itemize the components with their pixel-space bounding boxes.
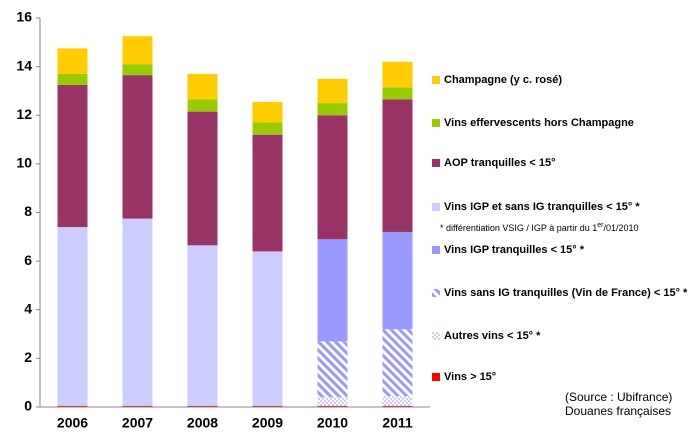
bar-segment <box>317 103 348 116</box>
legend-swatch <box>432 159 440 167</box>
bar-segment <box>317 78 348 104</box>
bar-segment <box>122 405 153 407</box>
y-tick-label: 2 <box>24 349 32 365</box>
y-tick-label: 8 <box>24 203 32 219</box>
bar-segment <box>252 122 283 135</box>
y-tick-label: 14 <box>16 57 32 73</box>
bar-segment <box>252 405 283 407</box>
source: (Source : Ubifrance) <box>565 390 672 404</box>
bar-segment <box>252 101 283 123</box>
x-tick-label: 2007 <box>122 415 153 431</box>
x-tick-label: 2011 <box>382 415 413 431</box>
x-tick-label: 2006 <box>57 415 88 431</box>
legend-label: Champagne (y c. rosé) <box>444 74 562 86</box>
bar-segment <box>57 405 88 407</box>
legend-swatch <box>432 119 440 127</box>
y-tick-label: 0 <box>24 398 32 414</box>
bar-segment <box>57 227 88 406</box>
bar-segment <box>122 75 153 219</box>
legend-label: Vins > 15° <box>444 371 496 383</box>
bar-segment <box>122 36 153 65</box>
y-tick-label: 16 <box>16 9 32 25</box>
legend-label: Vins IGP et sans IG tranquilles < 15° * <box>444 201 640 213</box>
bar-segment <box>252 251 283 406</box>
y-tick-label: 4 <box>24 300 32 316</box>
bar-segment <box>122 218 153 406</box>
bar-segment <box>382 405 413 407</box>
bar-segment <box>252 134 283 252</box>
x-tick-label: 2009 <box>252 415 283 431</box>
bar-segment <box>382 61 413 88</box>
legend-swatch <box>432 203 440 211</box>
bar-segment <box>187 245 218 406</box>
bar-segment <box>187 99 218 112</box>
x-tick-label: 2008 <box>187 415 218 431</box>
bar-segment <box>382 99 413 232</box>
legend-label: Vins sans IG tranquilles (Vin de France)… <box>444 287 688 299</box>
bar-segment <box>317 239 348 342</box>
bar-segment <box>57 73 88 85</box>
bar-segment <box>317 341 348 398</box>
bar-segment <box>382 87 413 100</box>
x-tick-label: 2010 <box>317 415 348 431</box>
y-tick-label: 12 <box>16 106 32 122</box>
bar-segment <box>187 73 218 100</box>
bar-segment <box>382 231 413 330</box>
y-tick-label: 10 <box>16 155 32 171</box>
legend-swatch <box>432 373 440 381</box>
y-tick-label: 6 <box>24 252 32 268</box>
bar-segment <box>187 111 218 246</box>
bar-segment <box>317 397 348 406</box>
legend-swatch <box>432 289 440 297</box>
bar-segment <box>317 405 348 407</box>
legend-swatch <box>432 246 440 254</box>
legend-note: * différentiation VSIG / IGP à partir du… <box>440 222 639 234</box>
bar-segment <box>57 84 88 228</box>
legend-label: AOP tranquilles < 15° <box>444 157 556 169</box>
bar-segment <box>122 64 153 76</box>
bar-segment <box>382 396 413 406</box>
legend-swatch <box>432 332 440 340</box>
bar-segment <box>382 329 413 397</box>
bar-segment <box>187 405 218 407</box>
legend-swatch <box>432 76 440 84</box>
legend-label: Vins effervescents hors Champagne <box>444 117 634 129</box>
legend-label: Autres vins < 15° * <box>444 330 541 342</box>
bar-segment <box>317 115 348 240</box>
bar-segment <box>57 48 88 74</box>
legend-label: Vins IGP tranquilles < 15° * <box>444 244 585 256</box>
source: Douanes françaises <box>565 404 671 418</box>
